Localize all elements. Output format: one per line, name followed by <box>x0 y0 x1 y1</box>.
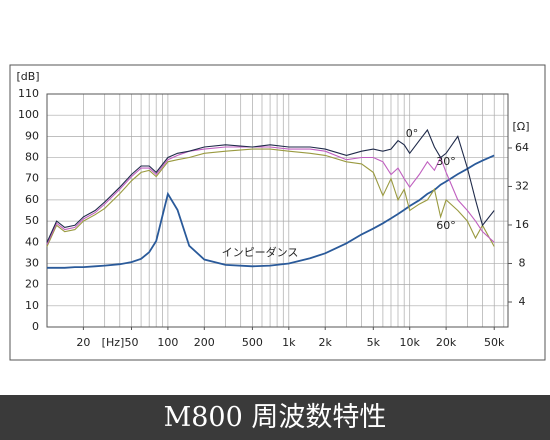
y2-tick-label: 4 <box>519 295 526 308</box>
series-label: インピーダンス <box>222 245 299 259</box>
x-tick-label: 20k <box>436 336 457 349</box>
series-line <box>46 128 495 243</box>
x-unit: [Hz] <box>102 336 125 349</box>
y2-tick-label: 16 <box>515 218 529 231</box>
y2-tick-label: 64 <box>515 141 529 154</box>
y-tick-label: 60 <box>25 193 39 206</box>
y-tick-label: 0 <box>32 320 39 333</box>
x-tick-label: 100 <box>157 336 178 349</box>
x-tick-label: 10k <box>400 336 421 349</box>
y-tick-label: 30 <box>25 256 39 269</box>
y-tick-label: 40 <box>25 235 39 248</box>
chart-title: M800 周波数特性 <box>0 395 550 440</box>
x-tick-label: 20 <box>76 336 90 349</box>
y-tick-label: 10 <box>25 299 39 312</box>
series-label: 0° <box>406 127 419 140</box>
y-tick-label: 110 <box>18 87 39 100</box>
y-unit: [dB] <box>16 70 39 83</box>
y-tick-label: 20 <box>25 278 39 291</box>
y2-tick-label: 8 <box>519 256 526 269</box>
series-line <box>46 148 495 247</box>
x-tick-label: 1k <box>282 336 296 349</box>
y-tick-label: 100 <box>18 108 39 121</box>
series-line <box>46 146 495 245</box>
series-label: 60° <box>436 219 456 232</box>
series-label: 30° <box>436 155 456 168</box>
plot-area <box>46 93 509 328</box>
y-tick-label: 50 <box>25 214 39 227</box>
chart: [dB] [Ω] [Hz] 0 10 20 30 40 50 60 70 80 90 100 110 4… <box>9 64 546 361</box>
x-tick-label: 50 <box>125 336 139 349</box>
y2-unit: [Ω] <box>513 120 530 133</box>
y-tick-label: 80 <box>25 151 39 164</box>
x-tick-label: 50k <box>484 336 505 349</box>
x-tick-label: 2k <box>319 336 333 349</box>
x-tick-label: 5k <box>367 336 381 349</box>
y-tick-label: 70 <box>25 172 39 185</box>
series-line <box>47 154 495 269</box>
x-tick-label: 200 <box>194 336 215 349</box>
y2-tick-label: 32 <box>515 179 529 192</box>
chart-frame <box>9 64 546 361</box>
x-tick-label: 500 <box>242 336 263 349</box>
y-tick-label: 90 <box>25 129 39 142</box>
